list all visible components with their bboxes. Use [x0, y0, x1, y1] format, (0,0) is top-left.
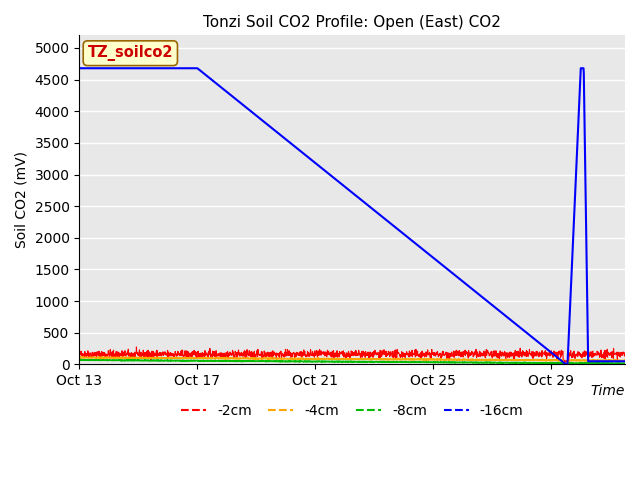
Legend: -2cm, -4cm, -8cm, -16cm: -2cm, -4cm, -8cm, -16cm	[175, 398, 529, 423]
Text: TZ_soilco2: TZ_soilco2	[88, 45, 173, 61]
Y-axis label: Soil CO2 (mV): Soil CO2 (mV)	[15, 151, 29, 248]
Text: Time: Time	[591, 384, 625, 398]
Title: Tonzi Soil CO2 Profile: Open (East) CO2: Tonzi Soil CO2 Profile: Open (East) CO2	[204, 15, 501, 30]
